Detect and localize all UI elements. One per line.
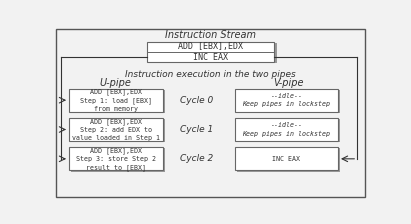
Bar (235, 88, 338, 112)
Text: ADD [EBX],EDX
Step 3: store Step 2
result to [EBX]: ADD [EBX],EDX Step 3: store Step 2 resul… (76, 147, 156, 171)
Bar (69, 147, 163, 170)
Text: Instruction execution in the two pipes: Instruction execution in the two pipes (125, 70, 296, 79)
Bar (237, 119, 340, 142)
Text: Cycle 1: Cycle 1 (180, 125, 213, 134)
Bar (235, 118, 338, 141)
Text: ADD [EBX],EDX
Step 2: add EDX to
value loaded in Step 1: ADD [EBX],EDX Step 2: add EDX to value l… (72, 118, 160, 141)
Bar (71, 119, 165, 142)
Text: INC EAX: INC EAX (272, 156, 300, 162)
Text: Cycle 2: Cycle 2 (180, 154, 213, 163)
Text: --idle--
Keep pipes in lockstep: --idle-- Keep pipes in lockstep (242, 123, 330, 137)
Text: Instruction Stream: Instruction Stream (165, 30, 256, 40)
Text: ADD [EBX],EDX
Step 1: load [EBX]
from memory: ADD [EBX],EDX Step 1: load [EBX] from me… (80, 88, 152, 112)
Bar (71, 90, 165, 113)
Text: V-pipe: V-pipe (273, 78, 304, 88)
Text: --idle--
Keep pipes in lockstep: --idle-- Keep pipes in lockstep (242, 93, 330, 107)
Bar (149, 43, 277, 63)
Bar (235, 147, 338, 170)
Bar (237, 90, 340, 113)
Bar (71, 148, 165, 172)
Bar (147, 41, 274, 62)
Bar (69, 88, 163, 112)
Text: Cycle 0: Cycle 0 (180, 96, 213, 105)
Text: U-pipe: U-pipe (99, 78, 131, 88)
Text: INC EAX: INC EAX (193, 53, 228, 62)
Bar (237, 148, 340, 172)
Bar (69, 118, 163, 141)
Text: ADD [EBX],EDX: ADD [EBX],EDX (178, 42, 243, 51)
